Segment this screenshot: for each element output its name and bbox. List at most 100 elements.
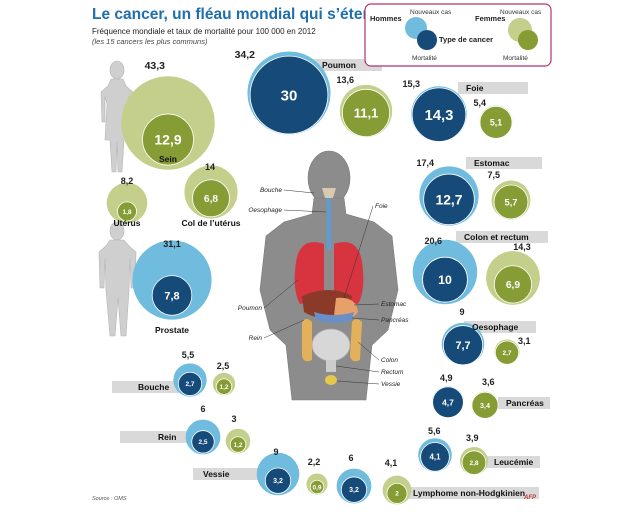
mortality-bubble <box>442 325 484 366</box>
bubble-pancreas-men: 4,7 4,9 <box>432 373 464 419</box>
label-band <box>498 397 550 409</box>
lung-left-icon <box>294 242 324 304</box>
mortality-value-label: 6,8 <box>204 194 218 205</box>
new-cases-value-label: 5,5 <box>182 350 195 360</box>
bubble-vessie-men: 3,29 <box>256 447 300 496</box>
mortality-value-label: 12,7 <box>435 191 462 207</box>
rectum-icon <box>326 360 336 372</box>
new-cases-value-label: 3,1 <box>518 336 531 346</box>
man-silhouette-icon <box>98 221 137 337</box>
legend-men-new-label: Nouveaux cas <box>410 9 452 16</box>
anatomy-label-estomac: Estomac <box>381 301 407 308</box>
mortality-bubble <box>264 467 292 494</box>
colon-icon <box>302 319 362 362</box>
mortality-bubble <box>432 386 464 419</box>
label-band <box>120 431 200 443</box>
mortality-value-label: 2,8 <box>469 460 478 467</box>
anatomy-leader-line <box>283 189 315 194</box>
intestine-icon <box>311 328 351 362</box>
mortality-bubble <box>151 275 193 316</box>
label-band <box>486 456 540 468</box>
bubble-rein-men: 2,56 <box>185 404 221 455</box>
new-cases-value-label: 5,4 <box>473 98 486 108</box>
lung-right-icon <box>334 242 364 304</box>
bubble-lymphome-non-hodgkinien-women: 24,1 <box>382 458 412 505</box>
anatomy-leader-line <box>351 317 380 321</box>
mortality-bubble <box>479 105 513 139</box>
mortality-bubble <box>229 436 247 453</box>
new-cases-value-label: 4,9 <box>440 373 453 383</box>
page-title: Le cancer, un fléau mondial qui s’étend <box>92 6 382 23</box>
legend-women-mortality-swatch <box>518 30 538 50</box>
mortality-value-label: 14,3 <box>425 108 454 124</box>
mortality-value-label: 11,1 <box>354 106 379 121</box>
label-band <box>458 82 528 94</box>
mortality-bubble <box>142 113 194 166</box>
mortality-bubble <box>249 55 329 135</box>
legend-men-mortality-label: Mortalité <box>412 55 437 62</box>
cancer-name-label-oesophage: Oesophage <box>472 322 519 332</box>
mortality-bubble <box>191 430 215 454</box>
mortality-bubble <box>341 88 391 138</box>
anatomy-leader-line <box>263 319 305 339</box>
new-cases-value-label: 3 <box>231 414 236 424</box>
new-cases-value-label: 5,6 <box>428 426 441 436</box>
bubble-foie-men: 14,3 15,3 <box>402 79 467 142</box>
mortality-value-label: 1,8 <box>122 209 131 216</box>
new-cases-value-label: 13,6 <box>336 75 354 85</box>
bubble-marks: 12,9 43,3 1,8 8,2 6,8 14 7,8 31,1 30 34,2 11,1 13,6… <box>106 49 550 505</box>
mortality-value-label: 4,1 <box>430 453 442 462</box>
cancer-name-label-pancreas: Pancréas <box>506 398 544 408</box>
bubble-vessie-women: 0,9 2,2 <box>306 457 328 495</box>
anatomy-leader-line <box>335 365 380 373</box>
anatomy-leader-line <box>336 380 380 385</box>
cancer-name-label-rein: Rein <box>158 432 176 442</box>
bubble-poumon-men: 30 34,2 <box>235 49 331 135</box>
bubble-estomac-men: 12,7 17,4 <box>416 158 479 226</box>
mortality-bubble <box>423 173 475 226</box>
mortality-bubble <box>461 450 487 475</box>
legend-men-label: Hommes <box>370 14 402 23</box>
mortality-value-label: 7,8 <box>164 290 179 302</box>
mortality-value-label: 1,2 <box>219 384 228 391</box>
mortality-value-label: 2,7 <box>502 350 511 357</box>
new-cases-value-label: 17,4 <box>416 158 434 168</box>
anatomy-label-oesophage: Oesophage <box>248 207 282 214</box>
label-band <box>312 59 382 71</box>
anatomy-leader-line <box>357 341 380 361</box>
mortality-value-label: 3,2 <box>349 487 359 494</box>
subtitle-note: (les 15 cancers les plus communs) <box>92 37 208 46</box>
cancer-name-label-lymphome-non-hodgkinien: Lymphome non-Hodgkinien <box>413 488 525 498</box>
bubble-oesophage-men: 7,79 <box>441 307 485 366</box>
anatomy-leader-line <box>343 205 374 299</box>
cancer-name-label-colon-et-rectum: Colon et rectum <box>464 232 529 242</box>
bubble-colon-et-rectum-men: 10 20,6 <box>412 236 478 305</box>
bubble-lymphome-non-hodgkinien-men: 3,26 <box>336 453 372 504</box>
new-cases-value-label: 6 <box>348 453 353 463</box>
new-cases-value-label: 9 <box>273 447 278 457</box>
bubble-estomac-women: 5,7 7,5 <box>487 170 531 220</box>
cancer-name-label-sein: Sein <box>159 154 177 164</box>
mortality-value-label: 4,7 <box>442 397 454 407</box>
mouth-icon <box>322 188 336 198</box>
mortality-bubble <box>411 87 467 142</box>
anatomy-label-pancreas: Pancréas <box>381 317 409 324</box>
anatomy-labels: Bouche Oesophage Foie Poumon Estomac Pancréas… <box>238 187 409 388</box>
mortality-value-label: 3,2 <box>273 478 283 485</box>
cancer-name-label-foie: Foie <box>466 83 484 93</box>
new-cases-value-label: 20,6 <box>424 236 442 246</box>
new-cases-value-label: 6 <box>200 404 205 414</box>
new-cases-value-label: 43,3 <box>145 60 166 72</box>
cancer-name-label-uterus: Utérus <box>114 218 141 228</box>
pancreas-icon <box>314 312 354 323</box>
bubble-leucemie-women: 2,8 3,9 <box>459 433 489 476</box>
new-cases-value-label: 31,1 <box>163 239 181 249</box>
mortality-bubble <box>117 201 137 222</box>
label-band <box>466 157 542 169</box>
mortality-bubble <box>493 184 529 220</box>
legend-women-mortality-label: Mortalité <box>503 55 528 62</box>
mortality-bubble <box>215 378 233 395</box>
new-cases-value-label: 9 <box>459 307 464 317</box>
cancer-name-label-prostate: Prostate <box>155 325 189 335</box>
mortality-bubble <box>309 479 325 495</box>
